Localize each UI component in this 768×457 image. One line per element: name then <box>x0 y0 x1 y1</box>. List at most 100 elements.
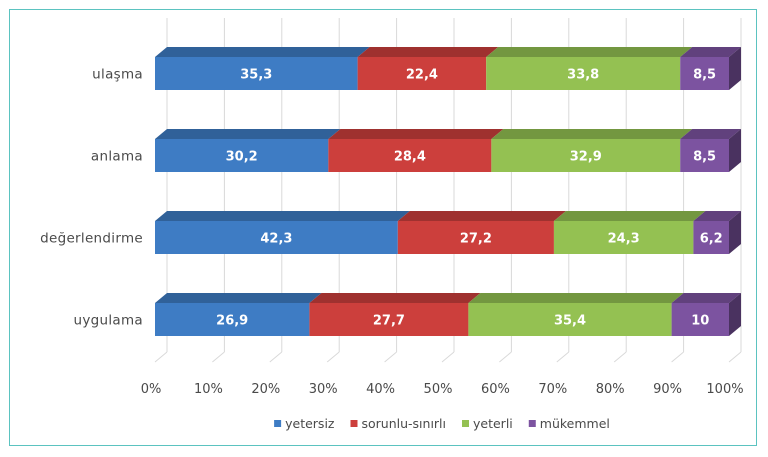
x-tick-label: 50% <box>424 382 453 397</box>
bar-top-face <box>357 47 499 57</box>
legend-item: yeterli <box>462 416 513 431</box>
gridline-foot <box>212 351 225 363</box>
bar-segment: 24,3 <box>553 211 706 254</box>
category-label: anlama <box>91 149 143 165</box>
bar-top-face <box>680 47 741 57</box>
x-tick-labels: 0% 10% 20% 30% 40% 50% 60% 70% 80% 90% 100% <box>141 382 744 397</box>
data-label: 24,3 <box>608 232 640 247</box>
legend-label: sorunlu-sınırlı <box>361 416 446 431</box>
x-tick-label: 10% <box>194 382 223 397</box>
category-label: değerlendirme <box>40 231 143 247</box>
bar-top-face <box>155 129 341 139</box>
bar-segment: 28,4 <box>328 129 504 172</box>
legend: yetersiz sorunlu-sınırlı yeterli mükemmel <box>274 416 610 431</box>
category-label: ulaşma <box>92 67 143 83</box>
gridline-foot <box>556 351 570 363</box>
bar-front-face <box>155 57 358 90</box>
gridline-foot <box>326 351 340 363</box>
bar-front-face <box>468 303 672 336</box>
bar-segment: 22,4 <box>357 47 499 90</box>
x-tick-label: 60% <box>481 382 510 397</box>
bar-top-face <box>309 293 481 303</box>
bar-top-face <box>491 129 693 139</box>
x-tick-label: 100% <box>706 382 743 397</box>
bar-top-face <box>680 129 741 139</box>
legend-swatch <box>462 420 470 427</box>
bar-front-face <box>309 303 469 336</box>
bars: 35,3 22,4 33,8 8,5 30,2 28,4 32,9 8,5 42,3 27,2 24… <box>155 47 741 336</box>
category-labels: ulaşma anlama değerlendirme uygulama <box>40 67 143 329</box>
bar-segment: 30,2 <box>155 129 341 172</box>
legend-label: mükemmel <box>540 416 610 431</box>
bar-segment: 10 <box>671 293 741 336</box>
gridline-foot <box>269 351 283 363</box>
gridline-foot <box>671 351 684 363</box>
bar-segment: 35,3 <box>155 47 370 90</box>
bar-front-face <box>397 221 554 254</box>
bar-top-face <box>486 47 693 57</box>
data-label: 33,8 <box>567 68 599 83</box>
x-tick-label: 20% <box>251 382 280 397</box>
bar-top-face <box>155 47 370 57</box>
data-label: 28,4 <box>394 150 426 165</box>
gridline-foot <box>499 351 512 363</box>
data-label: 26,9 <box>216 314 248 329</box>
gridline-foot <box>613 351 627 363</box>
data-label: 10 <box>691 314 709 329</box>
legend-item: yetersiz <box>274 416 335 431</box>
bar-top-face <box>468 293 684 303</box>
data-label: 32,9 <box>570 150 602 165</box>
bar-segment: 26,9 <box>155 293 322 336</box>
gridline-foot <box>728 351 742 363</box>
legend-item: mükemmel <box>528 416 610 431</box>
bar-front-face <box>693 221 729 254</box>
bar-side-face <box>729 293 741 336</box>
bar-top-face <box>397 211 566 221</box>
data-label: 30,2 <box>226 150 258 165</box>
bar-top-face <box>155 293 322 303</box>
bar-top-face <box>328 129 504 139</box>
bar-front-face <box>486 57 681 90</box>
bar-side-face <box>729 47 741 90</box>
gridline-foot <box>154 351 168 363</box>
x-tick-label: 30% <box>309 382 338 397</box>
data-label: 27,2 <box>460 232 492 247</box>
bar-segment: 42,3 <box>155 211 410 254</box>
legend-swatch <box>274 420 282 427</box>
legend-label: yetersiz <box>285 416 335 431</box>
bar-front-face <box>357 57 487 90</box>
legend-item: sorunlu-sınırlı <box>350 416 446 431</box>
x-tick-label: 40% <box>366 382 395 397</box>
data-label: 6,2 <box>700 232 723 247</box>
data-label: 27,7 <box>373 314 405 329</box>
data-label: 8,5 <box>693 150 716 165</box>
legend-swatch <box>528 420 536 427</box>
bar-segment: 8,5 <box>680 129 741 172</box>
gridline-foot <box>384 351 397 363</box>
bar-front-face <box>155 303 310 336</box>
bar-segment: 27,2 <box>397 211 566 254</box>
data-label: 35,4 <box>554 314 586 329</box>
x-tick-label: 80% <box>596 382 625 397</box>
bar-side-face <box>729 129 741 172</box>
bar-top-face <box>553 211 706 221</box>
bar-segment: 27,7 <box>309 293 481 336</box>
bar-front-face <box>155 221 398 254</box>
x-tick-label: 0% <box>141 382 162 397</box>
bar-front-face <box>671 303 729 336</box>
data-label: 8,5 <box>693 68 716 83</box>
bar-segment: 8,5 <box>680 47 741 90</box>
bar-side-face <box>729 211 741 254</box>
legend-label: yeterli <box>473 416 513 431</box>
bar-segment: 33,8 <box>486 47 693 90</box>
bar-segment: 6,2 <box>693 211 741 254</box>
bar-segment: 35,4 <box>468 293 684 336</box>
bar-top-face <box>671 293 741 303</box>
bar-segment: 32,9 <box>491 129 693 172</box>
x-tick-label: 70% <box>538 382 567 397</box>
gridline-foot <box>441 351 455 363</box>
bar-top-face <box>155 211 410 221</box>
legend-swatch <box>350 420 358 427</box>
data-label: 22,4 <box>406 68 438 83</box>
